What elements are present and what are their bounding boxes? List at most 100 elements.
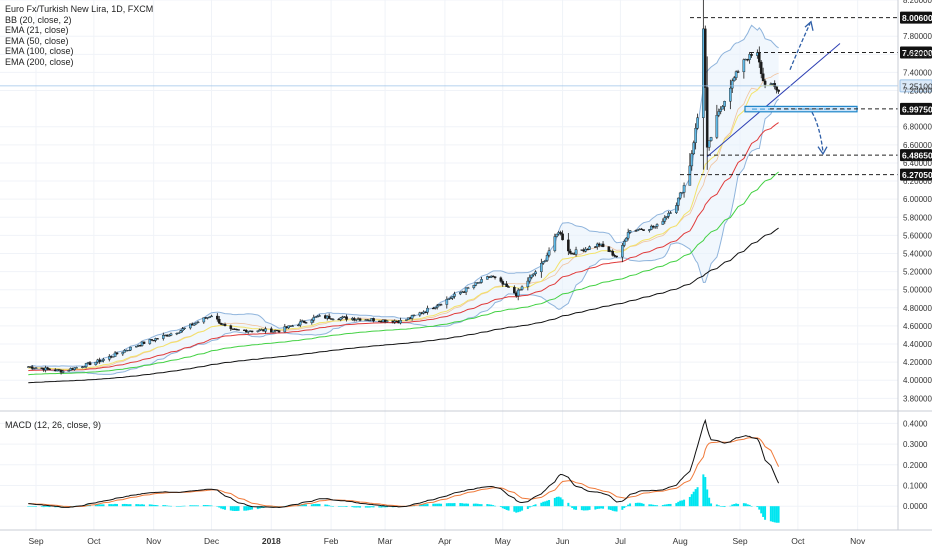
macd-histogram-bar — [629, 503, 632, 507]
macd-histogram-bar — [569, 505, 572, 507]
macd-histogram-bar — [100, 504, 103, 507]
arrow-up-head — [804, 20, 814, 31]
macd-histogram-bar — [696, 487, 699, 507]
level-label: 6.99750 — [902, 104, 932, 114]
macd-histogram-bar — [438, 503, 441, 507]
candle-body — [298, 321, 302, 326]
macd-histogram-bar — [540, 502, 543, 507]
candle-body — [499, 277, 503, 282]
candle-body — [555, 233, 559, 237]
candle-body — [194, 322, 198, 325]
macd-histogram-bar — [771, 506, 774, 522]
macd-histogram-bar — [110, 504, 113, 507]
macd-histogram-bar — [206, 505, 209, 507]
candle-body — [462, 291, 466, 293]
macd-histogram-bar — [683, 499, 686, 507]
macd-histogram-bar — [634, 502, 637, 507]
candle-body — [626, 232, 630, 239]
price-tick-label: 5.20000 — [903, 268, 932, 277]
level-label: 8.00600 — [902, 13, 932, 23]
candle-body — [310, 319, 314, 323]
price-tick-label: 4.20000 — [903, 358, 932, 367]
candle-body — [111, 356, 115, 358]
macd-histogram-bar — [156, 505, 159, 507]
candle-body — [757, 52, 761, 63]
macd-histogram-bar — [573, 506, 576, 510]
macd-histogram-bar — [494, 505, 497, 507]
macd-histogram-bar — [702, 474, 705, 507]
candle-body — [717, 111, 721, 116]
macd-histogram-bar — [127, 504, 130, 507]
candle-body — [449, 297, 452, 300]
candle-body — [775, 86, 778, 91]
candle-body — [57, 369, 61, 371]
candle-body — [304, 322, 308, 324]
macd-histogram-bar — [445, 503, 448, 507]
macd-histogram-bar — [719, 506, 722, 507]
legend-bb: BB (20, close, 2) — [5, 14, 72, 25]
macd-histogram-bar — [372, 506, 375, 508]
macd-histogram-bar — [150, 504, 153, 507]
time-tick-label: Feb — [324, 536, 339, 546]
level-label-bg — [900, 46, 932, 59]
candle-body — [115, 352, 119, 355]
macd-histogram-bar — [640, 503, 643, 507]
macd-histogram-bar — [318, 503, 321, 507]
legend-ema200: EMA (200, close) — [5, 56, 74, 67]
arrow-down-head — [817, 146, 828, 156]
macd-histogram-bar — [129, 504, 132, 507]
candle-body — [628, 230, 632, 233]
level-label-bg — [900, 149, 932, 162]
candle-body — [601, 243, 605, 247]
candle-body — [418, 312, 422, 316]
candle-body — [516, 289, 520, 297]
candle-body — [291, 325, 294, 327]
price-tick-label: 8.20000 — [903, 0, 932, 5]
time-tick-label: Dec — [204, 536, 220, 546]
ema-50-line — [28, 122, 779, 372]
candle-body — [696, 117, 699, 129]
candle-body — [148, 339, 152, 344]
macd-histogram-bar — [303, 504, 306, 507]
level-label-bg — [900, 102, 932, 115]
candle-body — [223, 324, 227, 326]
macd-histogram-bar — [168, 505, 171, 507]
macd-histogram-bar — [96, 504, 99, 507]
macd-histogram-bar — [492, 505, 495, 507]
macd-histogram-bar — [229, 506, 232, 511]
macd-histogram-bar — [775, 506, 778, 523]
time-tick-label: Jul — [615, 536, 626, 546]
level-label: 6.48650 — [902, 151, 932, 161]
candle-body — [169, 333, 173, 336]
candle-body — [534, 271, 537, 275]
time-tick-label: May — [495, 536, 512, 546]
macd-histogram-bar — [467, 503, 470, 507]
macd-histogram-bar — [301, 504, 304, 507]
macd-histogram-bar — [580, 506, 583, 511]
candle-body — [694, 127, 697, 143]
macd-histogram-bar — [567, 502, 570, 507]
macd-histogram-bar — [102, 504, 105, 507]
candle-body — [528, 277, 532, 282]
candle-body — [183, 327, 186, 330]
macd-panel — [0, 410, 932, 523]
macd-histogram-bar — [204, 505, 207, 507]
candle-body — [327, 315, 331, 319]
candle-body — [561, 233, 564, 241]
candle-body — [611, 250, 615, 256]
macd-histogram-bar — [339, 506, 342, 507]
candle-body — [312, 317, 316, 321]
candle-body — [547, 250, 551, 256]
macd-histogram-bar — [571, 506, 574, 508]
candle-body — [179, 330, 182, 333]
candle-body — [653, 226, 657, 228]
candle-body — [271, 330, 275, 333]
candle-body — [486, 276, 489, 280]
macd-histogram-bar — [148, 504, 151, 507]
macd-histogram-bar — [164, 505, 167, 507]
price-tick-label: 5.00000 — [903, 286, 932, 295]
macd-histogram-bar — [440, 503, 443, 507]
macd-histogram-bar — [44, 506, 47, 507]
